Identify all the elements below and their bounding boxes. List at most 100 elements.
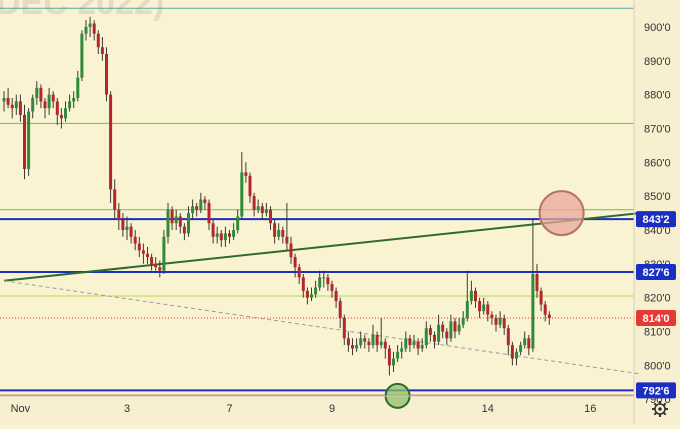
candle	[211, 219, 215, 244]
candle	[359, 331, 363, 349]
level-price-tag[interactable]: 827'6	[636, 263, 676, 280]
candle-body	[207, 202, 211, 224]
candle	[240, 152, 244, 220]
candle	[289, 236, 293, 264]
candle-body	[264, 209, 268, 214]
candle	[133, 230, 137, 251]
candle-body	[43, 101, 47, 109]
candle-body	[289, 243, 293, 258]
candle	[244, 162, 248, 183]
candle	[260, 202, 264, 220]
candle-body	[88, 23, 92, 27]
y-tick-label: 870'0	[644, 123, 671, 135]
candle-body	[367, 341, 371, 346]
candle-body	[392, 358, 395, 366]
candle-body	[150, 257, 154, 264]
candle	[498, 311, 502, 329]
candle	[14, 94, 18, 115]
candle	[330, 280, 334, 298]
dashed-trendline[interactable]	[3, 280, 640, 375]
candle-body	[277, 230, 281, 237]
candle-body	[117, 209, 121, 220]
candle	[314, 280, 318, 298]
candle	[88, 16, 92, 38]
candle	[178, 213, 182, 234]
trendline[interactable]	[3, 212, 640, 282]
candle-body	[461, 318, 465, 325]
candle	[195, 202, 199, 217]
level-price-tag[interactable]: 843'2	[636, 211, 676, 228]
candle-body	[133, 236, 137, 244]
candle-body	[170, 209, 174, 224]
candle	[387, 345, 391, 376]
candle-body	[396, 351, 400, 359]
candle-body	[100, 47, 104, 54]
candle	[248, 172, 252, 203]
candle	[416, 338, 420, 356]
candle	[125, 216, 129, 241]
x-axis-panel[interactable]	[0, 396, 634, 424]
candle	[531, 219, 535, 352]
candle-body	[195, 206, 199, 210]
candle	[433, 331, 436, 349]
candle	[482, 297, 486, 315]
candle	[269, 206, 272, 230]
candle	[371, 324, 375, 349]
candle-body	[371, 334, 375, 346]
x-tick-label: Nov	[11, 403, 31, 415]
candle	[252, 192, 256, 217]
candle-body	[281, 230, 285, 237]
candle	[51, 91, 55, 109]
candle-body	[305, 290, 309, 298]
candle	[420, 338, 424, 352]
candle-body	[400, 348, 404, 352]
candle	[474, 287, 477, 308]
candle	[170, 206, 174, 230]
candle-body	[490, 314, 494, 318]
candle-body	[31, 98, 35, 112]
candle-body	[80, 33, 84, 78]
candle-body	[420, 345, 424, 349]
candle-body	[334, 290, 338, 302]
candle	[76, 70, 80, 102]
candle	[301, 274, 305, 298]
plot-background	[0, 0, 634, 396]
candle-body	[424, 328, 428, 346]
candle	[375, 331, 379, 352]
candle-body	[502, 318, 506, 329]
gear-icon[interactable]	[652, 401, 668, 417]
level-price-tag-label: 843'2	[642, 214, 669, 226]
candle-body	[68, 101, 72, 109]
candle-body	[482, 304, 486, 312]
candle	[256, 199, 260, 214]
candle	[478, 297, 482, 318]
candle-body	[23, 114, 26, 170]
candle-body	[256, 206, 260, 210]
y-tick-label: 850'0	[644, 191, 671, 203]
candle	[154, 257, 158, 271]
candle	[342, 314, 346, 346]
level-price-tag[interactable]: 792'6	[636, 382, 676, 399]
candle	[35, 81, 39, 105]
upper-circle-marker[interactable]	[538, 190, 585, 237]
candle	[453, 318, 457, 339]
symbol-watermark: DEC 2022)	[0, 0, 164, 22]
candle	[277, 223, 281, 241]
candle-body	[318, 277, 322, 288]
candle-body	[453, 321, 457, 332]
candle-body	[269, 209, 272, 224]
candle	[92, 20, 96, 41]
current-price-tag[interactable]: 814'0	[636, 310, 676, 326]
candle	[400, 341, 404, 359]
candle-body	[232, 230, 236, 237]
candle	[207, 199, 211, 230]
x-tick-label: 16	[584, 403, 596, 415]
candle	[2, 91, 6, 112]
candle-body	[515, 351, 518, 359]
candle	[84, 20, 88, 41]
candle-body	[297, 267, 301, 278]
candle	[379, 318, 383, 349]
candle-body	[178, 216, 182, 227]
